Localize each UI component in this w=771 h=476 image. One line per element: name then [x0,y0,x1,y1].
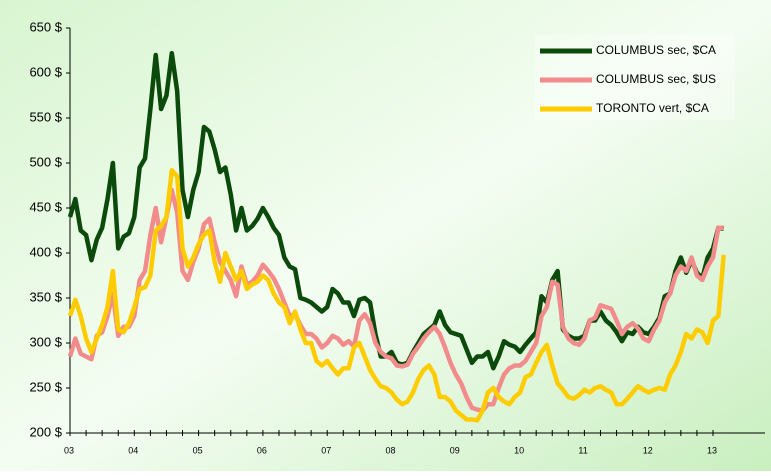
x-tick-label: 12 [643,445,653,455]
y-tick-label: 450 $ [29,199,62,214]
x-tick-label: 05 [193,445,203,455]
y-tick-label: 550 $ [29,109,62,124]
x-tick-label: 13 [707,445,717,455]
x-tick-label: 11 [578,445,587,455]
series-line [67,187,724,413]
legend-label: TORONTO vert, $CA [596,101,709,115]
legend-label: COLUMBUS sec, $CA [596,43,716,57]
y-tick-label: 200 $ [29,424,62,439]
x-tick-label: 08 [386,445,396,455]
y-tick-label: 300 $ [29,334,62,349]
x-tick-label: 06 [257,445,267,455]
y-tick-label: 250 $ [29,379,62,394]
y-tick-label: 350 $ [29,289,62,304]
y-tick-label: 500 $ [29,154,62,169]
y-tick-label: 600 $ [29,64,62,79]
x-tick-label: 10 [514,445,524,455]
legend-label: COLUMBUS sec, $US [596,72,716,86]
y-tick-label: 400 $ [29,244,62,259]
y-tick-label: 650 $ [29,19,62,34]
x-tick-label: 09 [450,445,460,455]
x-tick-label: 07 [321,445,331,455]
x-tick-label: 03 [64,445,74,455]
x-tick-label: 04 [128,445,138,455]
series-line [67,167,726,423]
